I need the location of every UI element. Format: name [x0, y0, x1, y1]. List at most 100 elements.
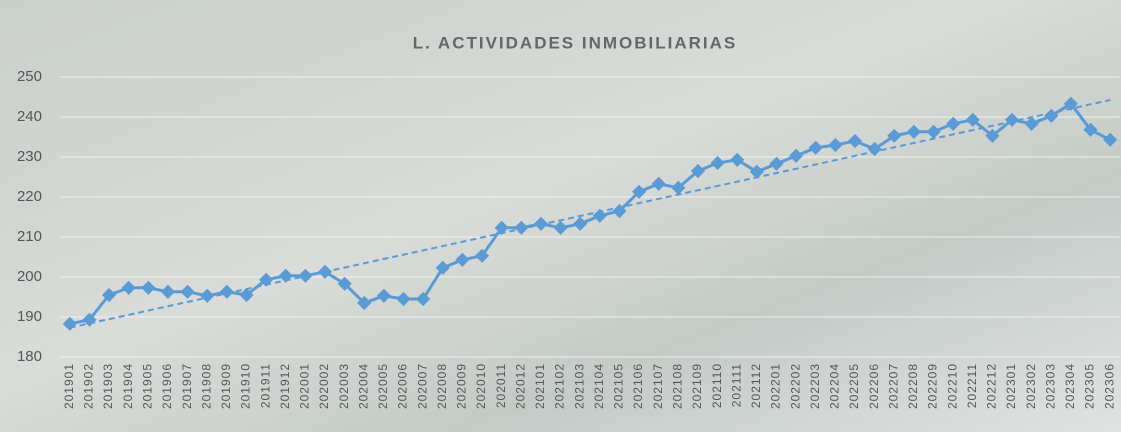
chart-title: L. ACTIVIDADES INMOBILIARIAS [413, 33, 738, 52]
x-tick-label: 202306 [1102, 363, 1116, 409]
x-tick-label: 202204 [828, 363, 842, 409]
data-point [789, 148, 804, 163]
x-tick-label: 202211 [965, 363, 979, 408]
data-point [632, 184, 647, 199]
data-point [1004, 112, 1020, 127]
y-tick-label: 200 [17, 268, 42, 285]
data-point [749, 164, 764, 179]
data-point [710, 155, 725, 171]
data-point [965, 112, 980, 127]
data-point [82, 312, 97, 327]
data-point [121, 280, 136, 295]
x-tick-label: 202109 [690, 363, 704, 409]
x-tick-label: 201904 [121, 363, 135, 409]
x-tick-label: 202103 [572, 363, 586, 409]
data-point [416, 291, 431, 307]
data-point [396, 291, 411, 307]
x-tick-label: 202008 [435, 363, 449, 409]
data-point [219, 284, 234, 299]
x-tick-label: 202207 [886, 363, 900, 409]
data-point [357, 295, 372, 311]
x-tick-label: 202203 [808, 363, 822, 409]
data-point [867, 141, 882, 157]
x-tick-label: 202208 [906, 363, 920, 409]
data-point [808, 140, 823, 155]
data-point [239, 287, 254, 303]
x-tick-label: 202105 [612, 363, 626, 409]
data-point [769, 156, 784, 171]
x-tick-label: 201906 [160, 363, 174, 409]
x-tick-label: 202002 [317, 363, 331, 409]
x-tick-label: 201903 [101, 363, 115, 409]
data-point [612, 203, 627, 219]
data-point [102, 287, 117, 303]
x-tick-label: 202111 [729, 363, 743, 407]
x-tick-label: 201910 [239, 363, 253, 409]
x-tick-label: 202110 [710, 363, 724, 408]
x-tick-label: 201911 [258, 363, 272, 408]
x-tick-label: 201909 [219, 363, 233, 409]
trend-line [69, 99, 1111, 329]
x-tick-label: 202104 [592, 363, 606, 409]
data-point [730, 152, 745, 167]
x-tick-label: 202009 [455, 363, 469, 409]
x-tick-label: 202007 [415, 363, 429, 409]
y-tick-label: 230 [17, 148, 42, 165]
x-tick-label: 202102 [553, 363, 567, 409]
data-point [926, 124, 941, 139]
x-tick-label: 201905 [141, 363, 155, 409]
x-tick-label: 202302 [1024, 363, 1038, 409]
x-tick-label: 201902 [82, 363, 96, 409]
x-tick-label: 202304 [1063, 363, 1077, 409]
data-point [553, 220, 568, 235]
data-point [1024, 116, 1039, 131]
data-point [1083, 122, 1098, 137]
x-tick-label: 202005 [376, 363, 390, 409]
x-tick-label: 202303 [1043, 363, 1057, 409]
x-tick-label: 202201 [769, 363, 783, 409]
y-tick-label: 240 [17, 108, 42, 125]
data-point [592, 208, 607, 223]
data-point [337, 276, 352, 291]
data-point [376, 288, 391, 303]
data-point [671, 180, 686, 195]
data-point [690, 163, 706, 179]
data-point [533, 216, 548, 231]
data-point [1044, 108, 1059, 123]
x-tick-label: 202108 [671, 363, 685, 409]
y-tick-label: 180 [17, 348, 42, 365]
x-tick-label: 202101 [533, 363, 547, 409]
x-tick-label: 202107 [651, 363, 665, 409]
x-tick-label: 202010 [474, 363, 488, 409]
x-tick-label: 202011 [494, 363, 508, 408]
data-point [160, 284, 176, 299]
data-point [141, 280, 156, 295]
x-tick-label: 202001 [298, 363, 312, 409]
y-tick-label: 220 [17, 188, 42, 205]
x-tick-label: 202206 [867, 363, 881, 409]
y-tick-label: 190 [17, 308, 42, 325]
data-point [180, 284, 195, 299]
data-point [317, 264, 333, 279]
data-point [474, 248, 490, 263]
data-point [200, 288, 215, 303]
x-tick-label: 202012 [513, 363, 527, 409]
x-tick-label: 202003 [337, 363, 351, 409]
data-point [847, 133, 863, 149]
y-tick-label: 250 [17, 68, 42, 85]
data-point [906, 124, 921, 139]
x-tick-label: 201912 [278, 363, 292, 409]
data-point [573, 216, 588, 231]
x-tick-label: 202112 [749, 363, 763, 408]
x-tick-label: 202205 [847, 363, 861, 409]
data-point [1063, 96, 1078, 111]
data-point [828, 137, 843, 153]
x-tick-label: 202202 [788, 363, 802, 409]
x-tick-label: 202006 [396, 363, 410, 409]
data-point [259, 272, 274, 287]
data-point [62, 316, 77, 331]
x-tick-label: 201908 [199, 363, 213, 409]
data-point [651, 176, 666, 191]
